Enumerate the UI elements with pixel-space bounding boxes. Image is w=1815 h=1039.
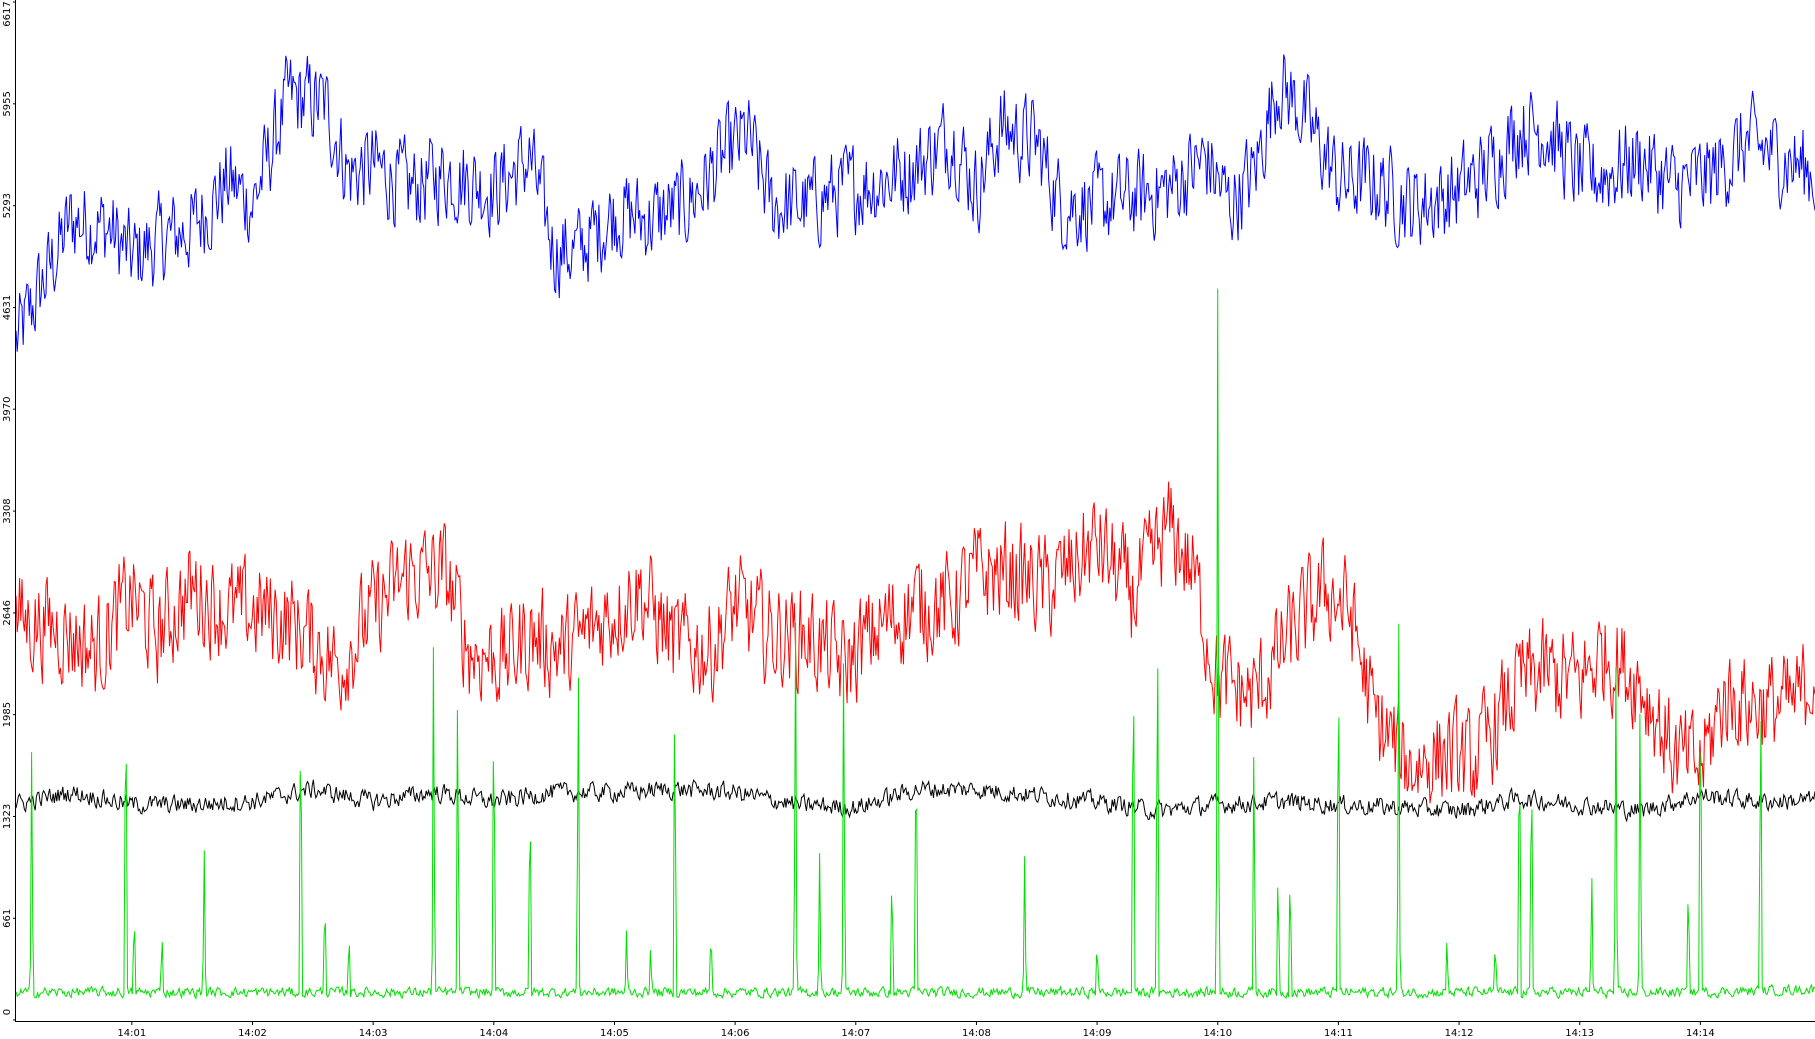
y-tick-label: 2646 xyxy=(2,600,13,625)
series-line-1 xyxy=(15,481,1815,804)
series-line-3 xyxy=(15,288,1815,1000)
y-tick-label: 1323 xyxy=(2,804,13,829)
x-tick-label: 14:12 xyxy=(1445,1028,1474,1039)
y-tick-label: 6617 xyxy=(2,1,13,26)
y-tick-label: 4631 xyxy=(2,295,13,320)
x-tick-label: 14:13 xyxy=(1565,1028,1594,1039)
x-tick-label: 14:06 xyxy=(721,1028,750,1039)
x-tick-label: 14:09 xyxy=(1083,1028,1112,1039)
x-ticks: 14:01 14:02 14:03 14:04 14:05 14:06 14:07 14:08… xyxy=(117,1021,1715,1039)
x-tick-label: 14:07 xyxy=(841,1028,870,1039)
x-tick-label: 14:14 xyxy=(1686,1028,1715,1039)
y-tick-label: 1985 xyxy=(2,702,13,727)
x-tick-label: 14:11 xyxy=(1324,1028,1353,1039)
x-tick-label: 14:04 xyxy=(479,1028,508,1039)
y-tick-label: 661 xyxy=(2,909,13,928)
x-tick-label: 14:03 xyxy=(359,1028,388,1039)
x-tick-label: 14:10 xyxy=(1203,1028,1232,1039)
series-line-2 xyxy=(15,779,1815,823)
y-tick-label: 5955 xyxy=(2,91,13,116)
y-ticks: 0 661 1323 1985 2646 3308 3970 4631 5293 5955 6617 xyxy=(2,1,16,1021)
y-tick-label: 0 xyxy=(2,1009,13,1015)
x-tick-label: 14:02 xyxy=(238,1028,267,1039)
x-tick-label: 14:01 xyxy=(117,1028,146,1039)
series-layer xyxy=(15,54,1815,1000)
y-tick-label: 3308 xyxy=(2,498,13,523)
x-tick-label: 14:05 xyxy=(600,1028,629,1039)
y-tick-label: 3970 xyxy=(2,397,13,422)
series-line-0 xyxy=(15,54,1815,352)
x-tick-label: 14:08 xyxy=(962,1028,991,1039)
y-tick-label: 5293 xyxy=(2,193,13,218)
